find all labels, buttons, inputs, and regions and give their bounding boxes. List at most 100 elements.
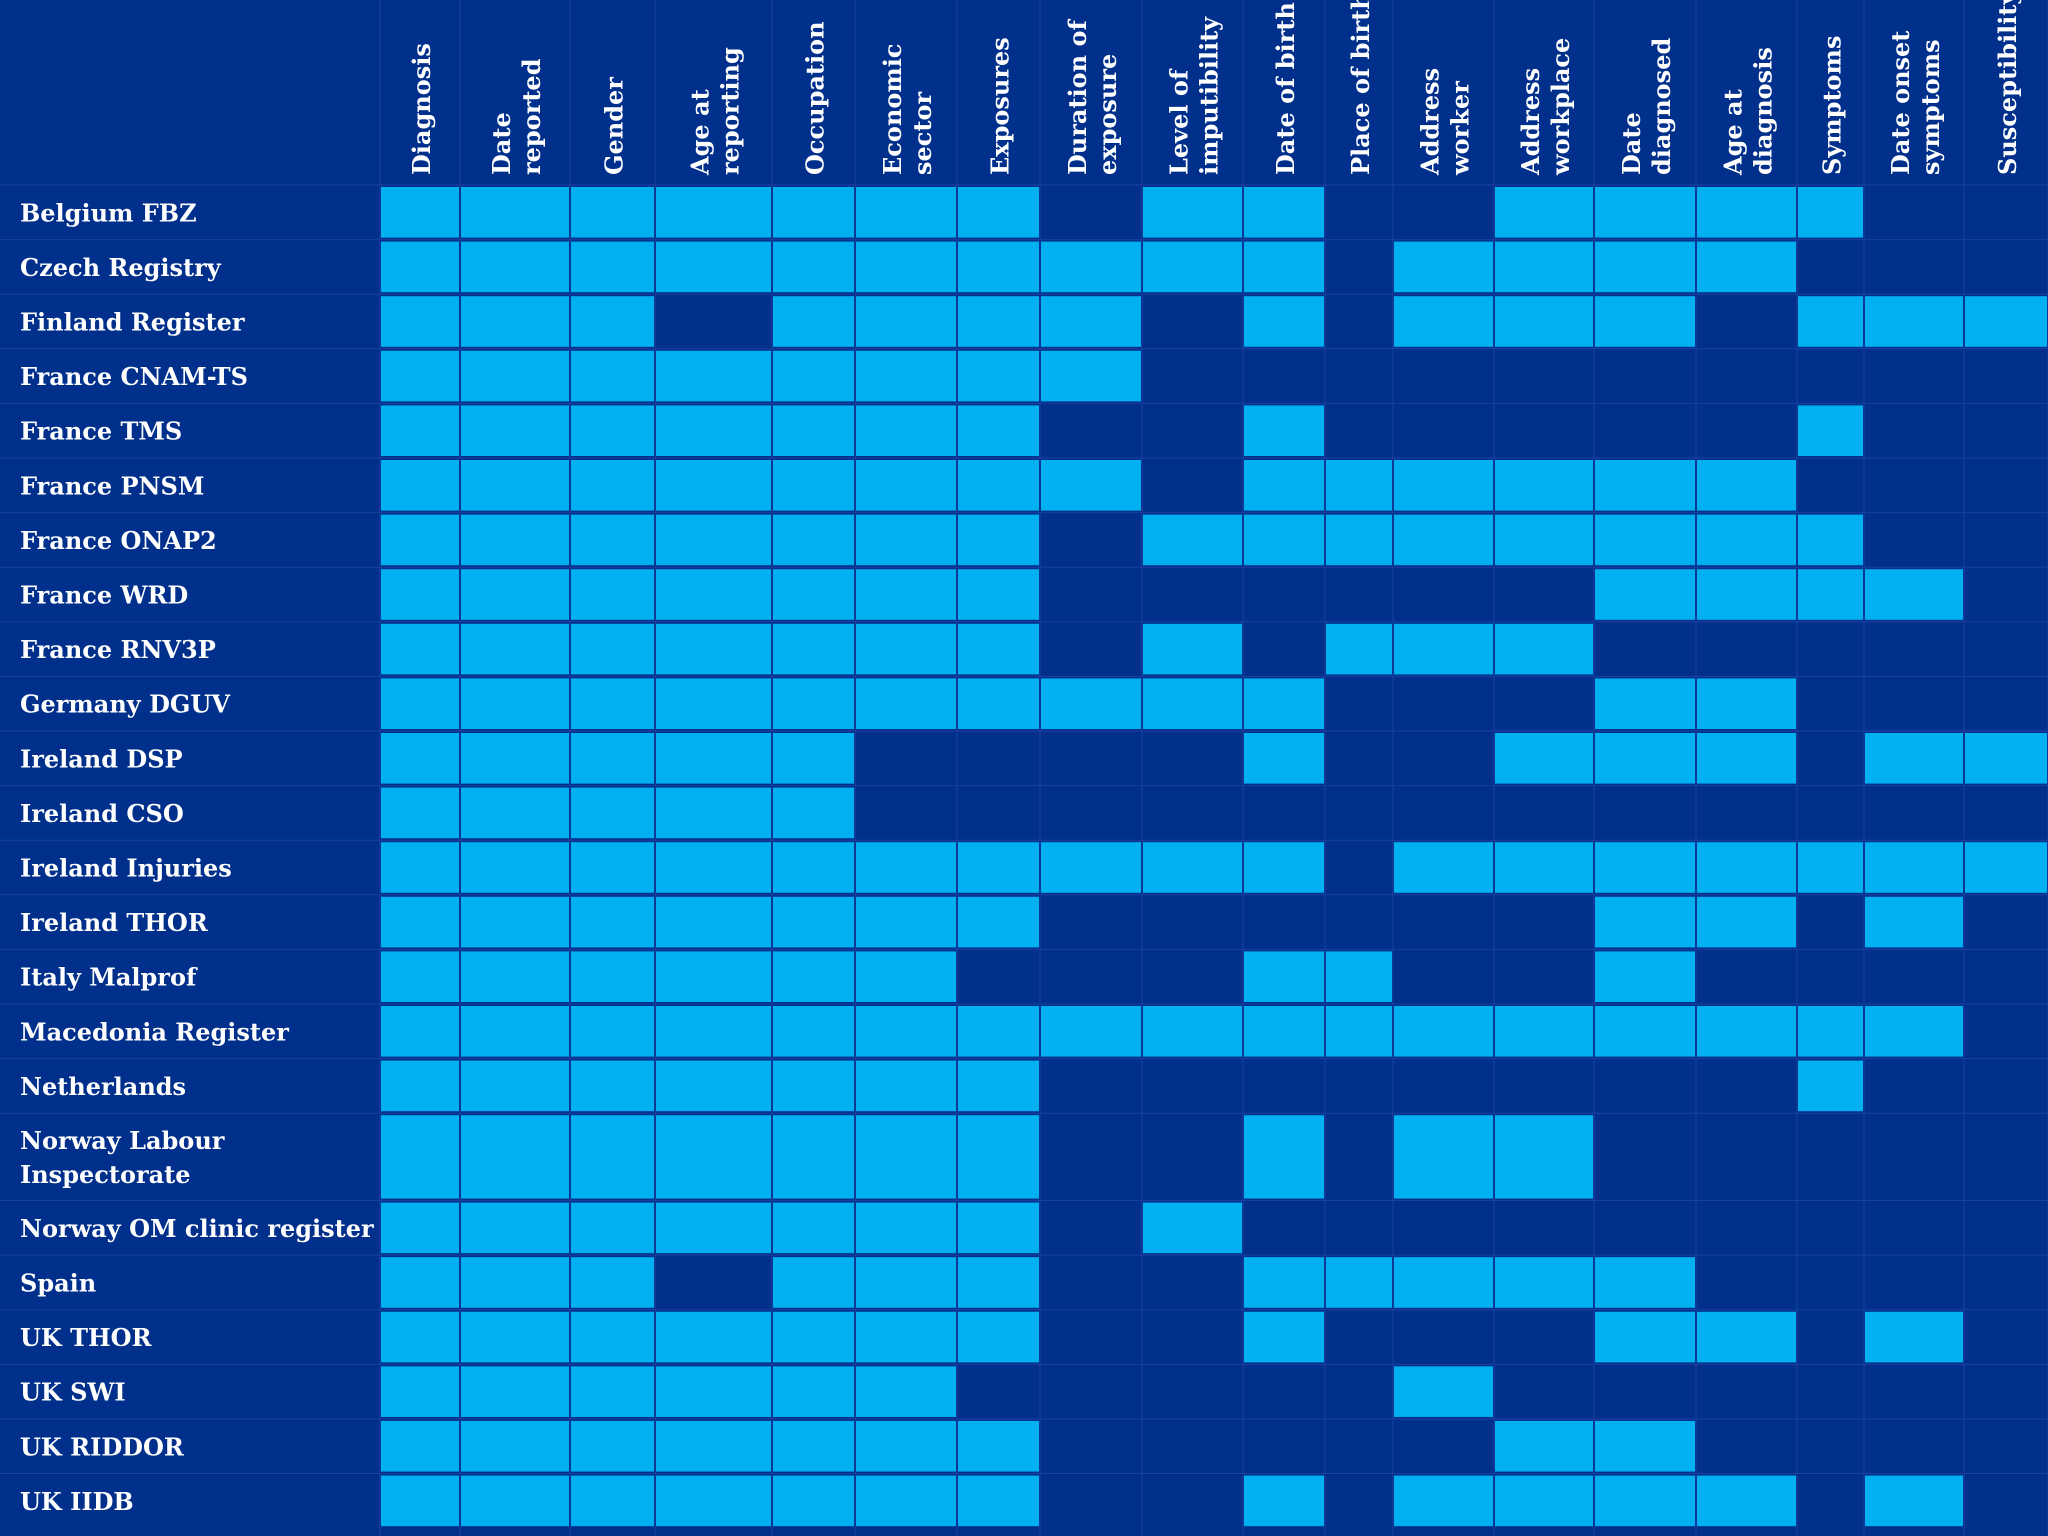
cell-empty bbox=[1326, 1061, 1392, 1112]
cell-empty bbox=[1865, 515, 1963, 566]
cell-filled bbox=[381, 787, 459, 839]
cell-filled bbox=[656, 787, 771, 839]
cell-filled bbox=[773, 1366, 854, 1417]
cell-empty bbox=[1798, 1203, 1863, 1254]
cell-empty bbox=[1495, 1061, 1593, 1112]
cell-empty bbox=[1244, 897, 1324, 948]
row-label: France PNSM bbox=[20, 471, 204, 500]
cell-filled bbox=[1495, 1115, 1593, 1199]
cell-filled bbox=[656, 1202, 771, 1254]
cell-empty bbox=[1965, 951, 2047, 1002]
cell-empty bbox=[1798, 460, 1863, 511]
cell-filled bbox=[856, 187, 956, 238]
cell-filled bbox=[571, 1420, 654, 1472]
column-header: Age at bbox=[1719, 89, 1748, 176]
cell-empty bbox=[1697, 788, 1796, 839]
cell-filled bbox=[1865, 842, 1963, 893]
cell-filled bbox=[1697, 1006, 1796, 1057]
cell-empty bbox=[1965, 1203, 2047, 1254]
cell-empty bbox=[1143, 405, 1242, 456]
cell-empty bbox=[1965, 788, 2047, 839]
cell-empty bbox=[1041, 1203, 1141, 1254]
cell-filled bbox=[461, 623, 569, 675]
cell-filled bbox=[461, 733, 569, 784]
cell-empty bbox=[1965, 1366, 2047, 1417]
cell-empty bbox=[1394, 678, 1493, 729]
cell-empty bbox=[1798, 1366, 1863, 1417]
cell-empty bbox=[958, 1366, 1039, 1417]
row-label: Finland Register bbox=[20, 308, 245, 337]
cell-filled bbox=[571, 951, 654, 1002]
cell-filled bbox=[1244, 241, 1324, 293]
cell-filled bbox=[461, 842, 569, 893]
cell-empty bbox=[1143, 296, 1242, 347]
cell-filled bbox=[656, 1475, 771, 1527]
cell-filled bbox=[571, 296, 654, 347]
cell-empty bbox=[1697, 1203, 1796, 1254]
cell-empty bbox=[1965, 1061, 2047, 1112]
cell-empty bbox=[1041, 1061, 1141, 1112]
cell-filled bbox=[1595, 187, 1695, 238]
cell-filled bbox=[656, 896, 771, 948]
table-row: Italy Malprof bbox=[0, 948, 2048, 1002]
cell-empty bbox=[1326, 405, 1392, 456]
cell-empty bbox=[1865, 951, 1963, 1002]
cell-filled bbox=[571, 460, 654, 511]
row-label: UK RIDDOR bbox=[20, 1432, 185, 1461]
cell-empty bbox=[1495, 569, 1593, 620]
cell-filled bbox=[958, 1006, 1039, 1057]
column-header: imputibility bbox=[1195, 16, 1224, 175]
cell-filled bbox=[1595, 569, 1695, 620]
row-label: Ireland DSP bbox=[20, 744, 183, 773]
cell-filled bbox=[1865, 896, 1963, 948]
cell-empty bbox=[1798, 678, 1863, 729]
cell-filled bbox=[1244, 296, 1324, 347]
cell-filled bbox=[958, 842, 1039, 893]
cell-empty bbox=[1697, 1366, 1796, 1417]
cell-empty bbox=[1394, 351, 1493, 402]
cell-empty bbox=[1865, 187, 1963, 238]
cell-empty bbox=[1965, 242, 2047, 293]
cell-empty bbox=[1798, 1312, 1863, 1363]
cell-filled bbox=[571, 1366, 654, 1417]
cell-filled bbox=[381, 1420, 459, 1472]
cell-filled bbox=[958, 241, 1039, 293]
cell-filled bbox=[958, 896, 1039, 948]
cell-empty bbox=[1326, 296, 1392, 347]
cell-filled bbox=[461, 514, 569, 566]
cell-filled bbox=[1394, 514, 1493, 566]
cell-empty bbox=[1965, 569, 2047, 620]
cell-filled bbox=[381, 678, 459, 729]
cell-empty bbox=[1143, 569, 1242, 620]
table-row: Norway Labour Inspectorate bbox=[0, 1112, 2048, 1199]
cell-empty bbox=[1041, 788, 1141, 839]
cell-filled bbox=[571, 678, 654, 729]
cell-empty bbox=[958, 951, 1039, 1002]
cell-filled bbox=[773, 733, 854, 784]
cell-filled bbox=[1394, 460, 1493, 511]
cell-empty bbox=[1041, 1257, 1141, 1308]
cell-filled bbox=[461, 569, 569, 620]
row-label: Norway OM clinic register bbox=[20, 1214, 374, 1243]
cell-filled bbox=[656, 1060, 771, 1112]
cell-filled bbox=[571, 1006, 654, 1057]
cell-filled bbox=[461, 350, 569, 402]
cell-filled bbox=[571, 733, 654, 784]
cell-filled bbox=[1394, 623, 1493, 675]
column-header: Occupation bbox=[801, 21, 830, 175]
cell-filled bbox=[571, 405, 654, 456]
cell-empty bbox=[1865, 351, 1963, 402]
cell-filled bbox=[1595, 842, 1695, 893]
cell-empty bbox=[1326, 1476, 1392, 1527]
cell-filled bbox=[1595, 733, 1695, 784]
cell-filled bbox=[856, 1202, 956, 1254]
cell-empty bbox=[1041, 405, 1141, 456]
cell-filled bbox=[1798, 1060, 1863, 1112]
row-label: Germany DGUV bbox=[20, 690, 230, 719]
cell-filled bbox=[461, 241, 569, 293]
cell-empty bbox=[1697, 951, 1796, 1002]
row-label: Ireland CSO bbox=[20, 799, 184, 828]
cell-filled bbox=[1244, 1115, 1324, 1199]
cell-filled bbox=[381, 733, 459, 784]
cell-filled bbox=[958, 405, 1039, 456]
